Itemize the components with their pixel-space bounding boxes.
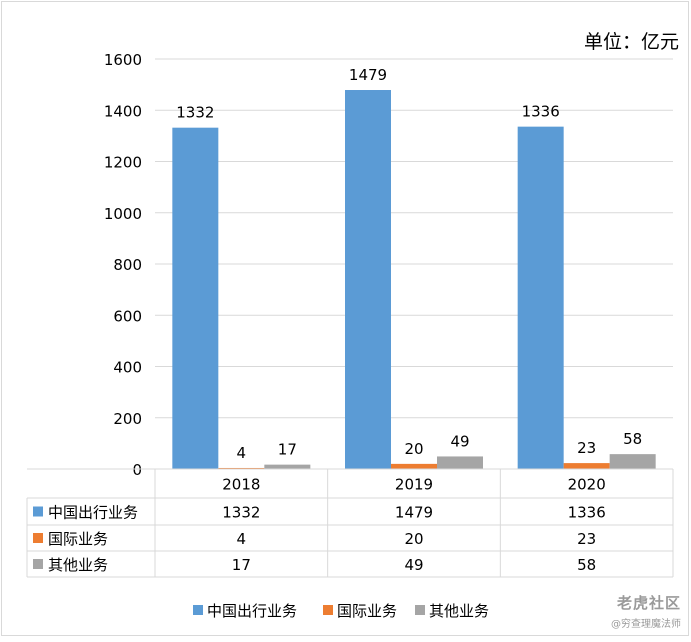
y-tick-label: 1200: [104, 154, 142, 172]
legend-label: 中国出行业务: [207, 602, 297, 620]
data-label: 4: [237, 444, 247, 462]
table-cell: 20: [404, 530, 423, 548]
table-legend-key: [33, 533, 43, 543]
table-legend-key: [33, 506, 43, 517]
y-tick-label: 800: [113, 256, 142, 274]
data-label: 58: [623, 430, 642, 448]
table-row-label: 其他业务: [48, 556, 108, 574]
data-label: 49: [450, 432, 469, 450]
y-tick-label: 400: [113, 359, 142, 377]
table-cell: 1479: [395, 504, 433, 522]
table-cell: 1336: [568, 504, 606, 522]
x-tick-label: 2020: [568, 476, 606, 494]
data-label: 20: [404, 440, 423, 458]
y-tick-label: 200: [113, 410, 142, 428]
data-label: 1479: [349, 66, 387, 84]
bar: [264, 464, 311, 469]
y-tick-label: 1600: [104, 51, 142, 69]
legend-swatch: [193, 605, 203, 615]
bar: [517, 126, 564, 470]
watermark-main: 老虎社区: [616, 594, 681, 612]
y-tick-label: 1000: [104, 205, 142, 223]
bar: [345, 90, 391, 469]
y-tick-label: 1400: [104, 102, 142, 120]
bar: [609, 454, 656, 469]
x-tick-label: 2018: [222, 476, 260, 494]
legend-swatch: [415, 605, 425, 615]
table-cell: 17: [232, 556, 251, 574]
table-row-label: 中国出行业务: [48, 504, 138, 522]
bar: [437, 456, 483, 469]
table-cell: 23: [577, 530, 596, 548]
bar: [172, 127, 219, 470]
legend-label: 其他业务: [429, 602, 489, 620]
table-legend-key: [33, 559, 43, 569]
data-label: 1336: [522, 103, 560, 121]
watermark-sub: @穷查理魔法师: [611, 619, 681, 630]
data-label: 1332: [176, 104, 214, 122]
data-label: 17: [278, 441, 297, 459]
legend-swatch: [323, 605, 333, 615]
legend-label: 国际业务: [337, 602, 397, 620]
table-cell: 58: [577, 556, 596, 574]
data-label: 23: [577, 439, 596, 457]
bar: [563, 463, 610, 469]
bar: [391, 463, 437, 469]
watermark: 老虎社区 @穷查理魔法师: [611, 592, 681, 630]
bar: [218, 467, 265, 469]
x-tick-label: 2019: [395, 476, 433, 494]
table-cell: 49: [404, 556, 423, 574]
unit-label: 单位：亿元: [584, 31, 679, 53]
y-tick-label: 0: [132, 461, 142, 479]
table-cell: 1332: [222, 504, 260, 522]
y-tick-label: 600: [113, 307, 142, 325]
table-cell: 4: [237, 530, 247, 548]
table-row-label: 国际业务: [48, 530, 108, 548]
